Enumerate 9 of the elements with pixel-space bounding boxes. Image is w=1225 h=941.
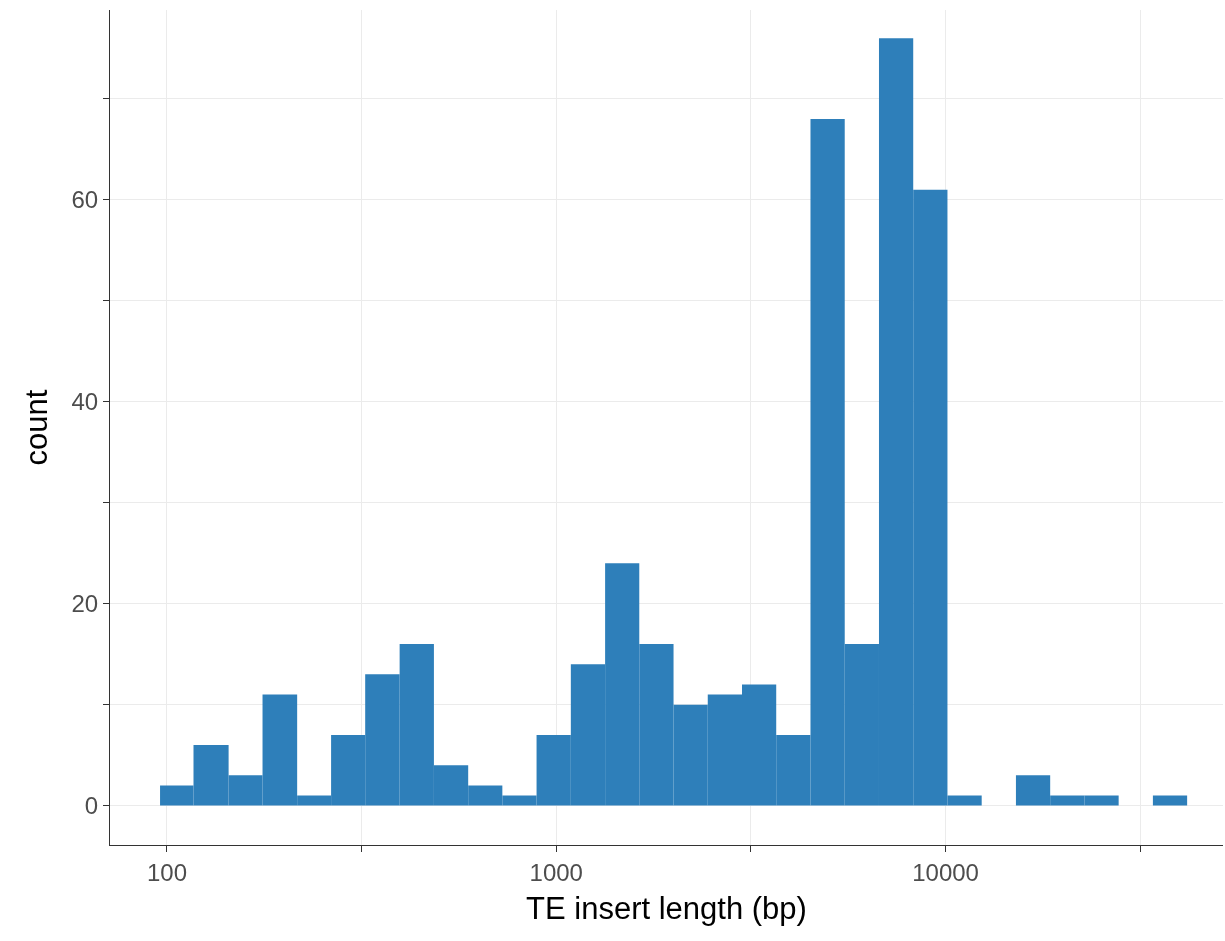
y-axis-title: count <box>19 389 55 466</box>
x-tick-label: 100 <box>146 858 187 886</box>
x-tick-label: 1000 <box>529 858 583 886</box>
y-tick-label: 60 <box>71 186 99 214</box>
x-axis-title: TE insert length (bp) <box>526 891 807 927</box>
y-tick-label: 0 <box>84 792 99 820</box>
y-tick-label: 20 <box>71 590 99 618</box>
y-tick-label: 40 <box>71 388 99 416</box>
x-tick-label: 10000 <box>912 858 979 886</box>
